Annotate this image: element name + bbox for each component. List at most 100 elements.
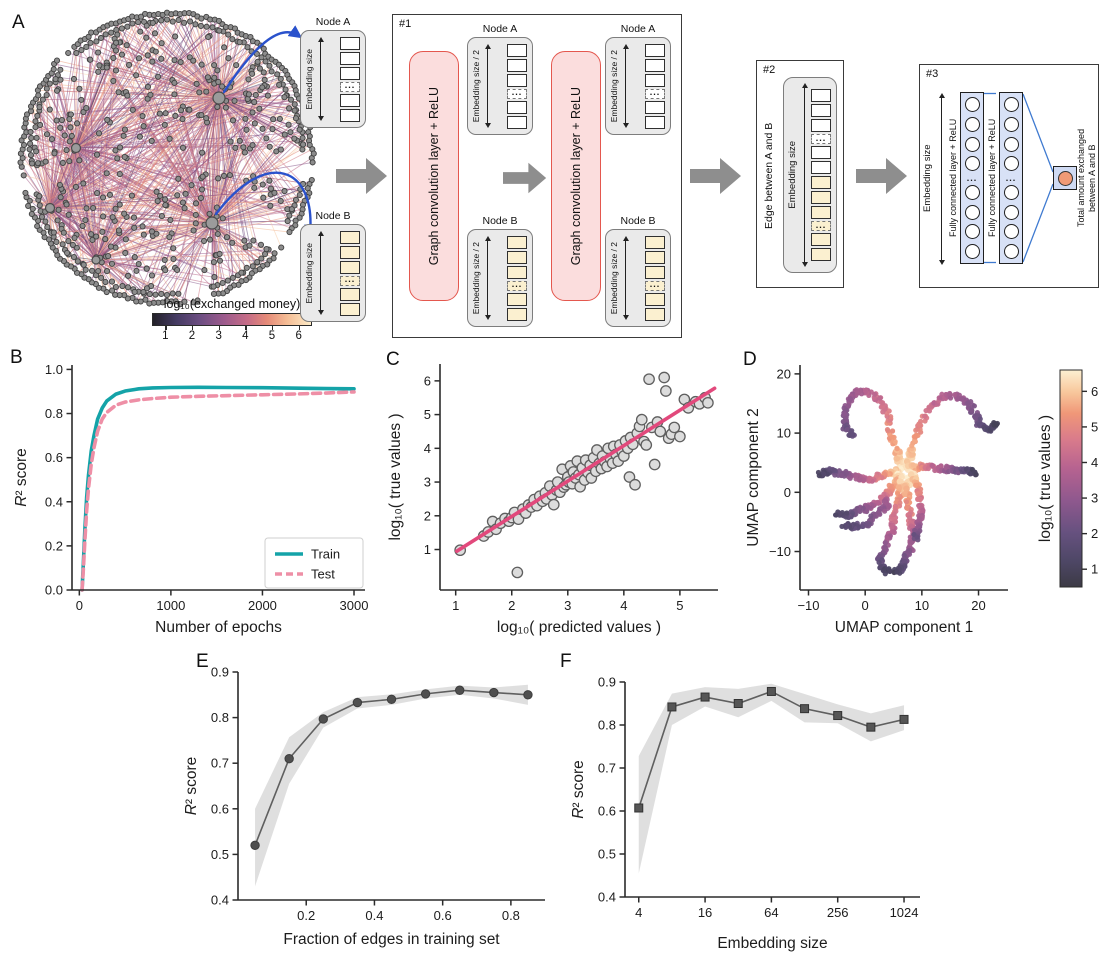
panel-f-embedding-size-chart: 4 16 64 256 1024 0.4 0.5 0.6 0.7 0.8 0.9 Embedding … (556, 648, 980, 956)
node-b-title: Node B (315, 210, 351, 222)
svg-text:5: 5 (1091, 419, 1098, 434)
svg-text:2000: 2000 (248, 598, 277, 613)
svg-text:3000: 3000 (340, 598, 369, 613)
svg-text:3: 3 (424, 475, 431, 490)
svg-text:0.6: 0.6 (434, 908, 452, 923)
svg-text:log₁₀( true values ): log₁₀( true values ) (1037, 415, 1054, 542)
svg-text:256: 256 (827, 905, 849, 920)
svg-text:log₁₀( true values ): log₁₀( true values ) (387, 413, 404, 540)
svg-text:0.4: 0.4 (45, 494, 63, 509)
svg-text:Train: Train (311, 547, 340, 562)
svg-text:Fraction of edges in training: Fraction of edges in training set (283, 931, 500, 948)
panel-c-pred-vs-true-chart: 1 2 3 4 5 1 2 3 4 5 6 log₁₀( predicted values ) log₁… (384, 344, 720, 644)
embedding-cells: ... (340, 230, 360, 316)
svg-text:0: 0 (76, 598, 83, 613)
node-b-hidden-box-1: Node B Embedding size / 2 ... (467, 215, 533, 327)
panel-label-b: B (10, 347, 23, 368)
svg-text:2: 2 (424, 508, 431, 523)
svg-text:3: 3 (564, 598, 571, 613)
transaction-network-graph (4, 8, 336, 308)
node-a-hidden-box-2: Node A Embedding size / 2 ... (605, 23, 671, 135)
svg-text:10: 10 (777, 426, 791, 441)
svg-text:16: 16 (698, 905, 712, 920)
node-a-title: Node A (315, 16, 351, 28)
svg-text:4: 4 (620, 598, 627, 613)
panel-label-e: E (196, 651, 209, 672)
flow-arrow (336, 158, 387, 194)
svg-text:10: 10 (915, 598, 929, 613)
embedding-cells: ... (340, 36, 360, 122)
svg-text:0.2: 0.2 (297, 908, 315, 923)
svg-text:5: 5 (676, 598, 683, 613)
panel-e-training-fraction-chart: 0.2 0.4 0.6 0.8 0.4 0.5 0.6 0.7 0.8 0.9 Fraction o… (150, 648, 570, 956)
svg-text:R² score: R² score (570, 760, 587, 819)
svg-text:0.7: 0.7 (211, 756, 229, 771)
svg-text:0: 0 (862, 598, 869, 613)
svg-text:UMAP component 2: UMAP component 2 (745, 408, 762, 546)
panel-label-c: C (386, 349, 400, 370)
edge-embedding-cells: ... ... (811, 89, 831, 261)
embedding-extent-arrow (316, 37, 325, 121)
stage-1-tag: #1 (399, 18, 412, 30)
graph-conv-layer-1: Graph convolution layer + ReLU (409, 51, 459, 301)
svg-text:4: 4 (424, 441, 431, 456)
embedding-extent-arrow (937, 93, 946, 265)
network-colorbar-title: log₁₀(exchanged money) (163, 297, 301, 311)
svg-text:5: 5 (424, 407, 431, 422)
svg-text:−10: −10 (769, 544, 791, 559)
svg-text:0.8: 0.8 (45, 406, 63, 421)
svg-text:0.8: 0.8 (211, 710, 229, 725)
svg-text:log₁₀( predicted values ): log₁₀( predicted values ) (497, 619, 661, 636)
svg-text:0.9: 0.9 (598, 675, 616, 690)
svg-text:3: 3 (1091, 491, 1098, 506)
stage-3-box: #3 Embedding size Fully connected layer … (919, 64, 1099, 288)
fc-connector-lines (982, 92, 996, 264)
svg-text:1.0: 1.0 (45, 362, 63, 377)
embedding-extent-arrow (316, 231, 325, 315)
svg-text:R² score: R² score (13, 448, 30, 507)
svg-text:0.0: 0.0 (45, 583, 63, 598)
flow-arrow (503, 162, 547, 194)
svg-text:20: 20 (777, 366, 791, 381)
fc-layer-1: ... (960, 92, 984, 264)
stage-3-tag: #3 (926, 68, 939, 80)
svg-text:0.4: 0.4 (365, 908, 383, 923)
stage-1-box: #1 Graph convolution layer + ReLU Node A… (392, 14, 682, 338)
node-b-hidden-box-2: Node B Embedding size / 2 ... (605, 215, 671, 327)
output-neuron (1053, 166, 1077, 190)
svg-text:1: 1 (1091, 562, 1098, 577)
svg-text:0.7: 0.7 (598, 761, 616, 776)
fc-layer-1-label: Fully connected layer + ReLU (948, 118, 958, 238)
panel-label-d: D (743, 349, 757, 370)
svg-text:4: 4 (1091, 455, 1098, 470)
panel-b-training-curve-chart: 0 1000 2000 3000 0.0 0.2 0.4 0.6 0.8 1.0 Number of… (8, 344, 380, 644)
embedding-size-label: Embedding size (922, 144, 933, 212)
svg-text:0.2: 0.2 (45, 538, 63, 553)
neuron (1003, 97, 1019, 112)
svg-text:0.6: 0.6 (45, 450, 63, 465)
stage-2-box: #2 Edge between A and B Embedding size .… (756, 60, 844, 288)
stage-2-tag: #2 (763, 64, 776, 76)
node-a-embedding: Embedding size ... (300, 30, 366, 128)
flow-arrow (690, 158, 741, 194)
svg-text:1000: 1000 (156, 598, 185, 613)
node-a-input-box: Node A Embedding size ... (300, 16, 366, 128)
fc-funnel-lines (1023, 93, 1053, 263)
edge-embedding-box: Embedding size ... ... (783, 77, 837, 273)
svg-text:Embedding size: Embedding size (717, 935, 827, 952)
svg-text:1: 1 (452, 598, 459, 613)
embedding-size-label: Embedding size (304, 48, 314, 110)
network-colorbar-gradient (152, 313, 312, 326)
svg-text:Test: Test (311, 567, 335, 582)
svg-text:−10: −10 (797, 598, 819, 613)
svg-text:UMAP component 1: UMAP component 1 (835, 619, 973, 636)
svg-text:0.6: 0.6 (211, 801, 229, 816)
svg-text:64: 64 (764, 905, 778, 920)
svg-text:0.6: 0.6 (598, 804, 616, 819)
ellipsis-cell: ... (340, 81, 360, 92)
svg-text:R² score: R² score (183, 757, 200, 816)
panel-d-umap-chart: −10 0 10 20 −10 0 10 20 UMAP component 1 UMAP com… (744, 344, 1103, 644)
ellipsis: ... (1005, 173, 1017, 183)
